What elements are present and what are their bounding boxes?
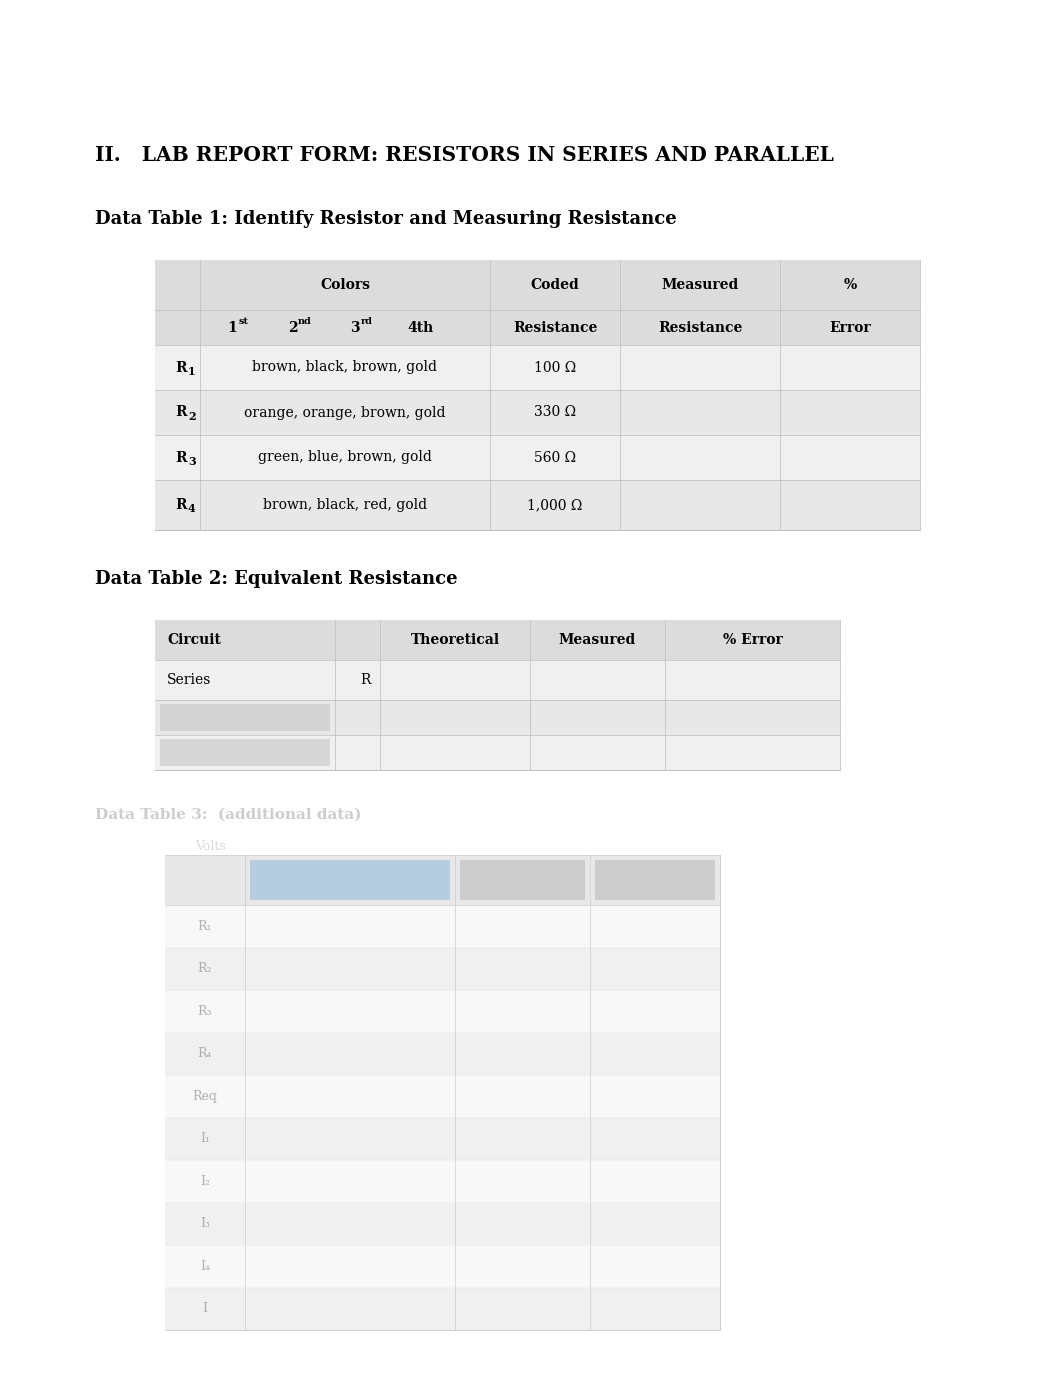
Bar <box>165 905 720 948</box>
Bar <box>165 1075 720 1117</box>
Text: R₄: R₄ <box>198 1047 212 1061</box>
Text: Coded: Coded <box>531 278 580 292</box>
Bar <box>595 860 715 900</box>
Bar <box>155 660 840 700</box>
Text: I₄: I₄ <box>200 1260 210 1273</box>
Text: 3: 3 <box>350 321 360 334</box>
Text: I₁: I₁ <box>200 1132 210 1145</box>
Text: 330 Ω: 330 Ω <box>534 406 576 420</box>
Text: Volts: Volts <box>195 839 226 853</box>
Text: nd: nd <box>298 316 312 326</box>
Text: Colors: Colors <box>320 278 370 292</box>
Text: R₃: R₃ <box>198 1004 212 1018</box>
Text: 2: 2 <box>288 321 297 334</box>
Text: Resistance: Resistance <box>513 321 597 334</box>
Text: st: st <box>239 316 249 326</box>
Bar <box>155 389 920 435</box>
Bar <box>165 1160 720 1203</box>
Text: 3: 3 <box>188 455 195 466</box>
Text: R: R <box>175 498 187 512</box>
Text: green, blue, brown, gold: green, blue, brown, gold <box>258 450 432 465</box>
Text: brown, black, brown, gold: brown, black, brown, gold <box>253 361 438 374</box>
Text: orange, orange, brown, gold: orange, orange, brown, gold <box>244 406 446 420</box>
Text: Data Table 1: Identify Resistor and Measuring Resistance: Data Table 1: Identify Resistor and Meas… <box>95 211 676 228</box>
Bar <box>155 345 920 389</box>
Bar <box>160 739 330 766</box>
Bar <box>155 310 920 345</box>
Bar <box>155 435 920 480</box>
Text: R: R <box>360 673 371 687</box>
Text: 1: 1 <box>188 366 195 377</box>
Text: rd: rd <box>361 316 373 326</box>
Bar <box>460 860 585 900</box>
Text: R: R <box>175 406 187 420</box>
Text: %: % <box>843 278 857 292</box>
Bar <box>250 860 450 900</box>
Text: 4: 4 <box>188 504 195 515</box>
Bar <box>165 1288 720 1331</box>
Text: R₁: R₁ <box>198 919 212 933</box>
Text: Measured: Measured <box>559 633 636 647</box>
Bar <box>165 989 720 1032</box>
Bar <box>165 854 720 905</box>
Text: Series: Series <box>167 673 211 687</box>
Text: 100 Ω: 100 Ω <box>534 361 576 374</box>
Text: Data Table 3:  (additional data): Data Table 3: (additional data) <box>95 808 361 821</box>
Bar <box>165 1117 720 1160</box>
Bar <box>155 621 840 771</box>
Bar <box>155 735 840 771</box>
Text: R: R <box>175 450 187 465</box>
Bar <box>155 621 840 660</box>
Bar <box>155 480 920 530</box>
Text: Resistance: Resistance <box>657 321 742 334</box>
Text: R₂: R₂ <box>198 962 212 976</box>
Text: brown, black, red, gold: brown, black, red, gold <box>263 498 427 512</box>
Text: Req: Req <box>192 1090 218 1102</box>
Text: I₃: I₃ <box>200 1218 210 1230</box>
Text: Circuit: Circuit <box>167 633 221 647</box>
Text: Error: Error <box>829 321 871 334</box>
Text: I₂: I₂ <box>200 1175 210 1187</box>
Text: Theoretical: Theoretical <box>410 633 499 647</box>
Bar <box>160 705 330 731</box>
Text: 2: 2 <box>188 411 195 422</box>
Text: Data Table 2: Equivalent Resistance: Data Table 2: Equivalent Resistance <box>95 570 458 588</box>
Bar <box>155 260 920 530</box>
Text: I: I <box>203 1302 207 1315</box>
Text: R: R <box>175 361 187 374</box>
Text: 4th: 4th <box>407 321 433 334</box>
Bar <box>155 260 920 310</box>
Text: 1,000 Ω: 1,000 Ω <box>528 498 583 512</box>
Text: Measured: Measured <box>662 278 739 292</box>
Text: % Error: % Error <box>722 633 783 647</box>
Text: 1: 1 <box>227 321 237 334</box>
Bar <box>165 948 720 989</box>
Bar <box>165 854 720 1331</box>
Bar <box>165 1203 720 1245</box>
Text: 560 Ω: 560 Ω <box>534 450 576 465</box>
Bar <box>165 1245 720 1288</box>
Bar <box>155 700 840 735</box>
Text: II.   LAB REPORT FORM: RESISTORS IN SERIES AND PARALLEL: II. LAB REPORT FORM: RESISTORS IN SERIES… <box>95 144 834 165</box>
Bar <box>165 1032 720 1075</box>
